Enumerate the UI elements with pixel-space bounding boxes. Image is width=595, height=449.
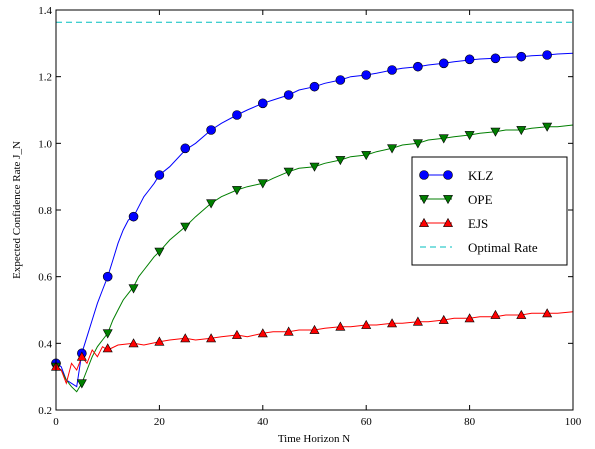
legend-marker-ejs [418,217,430,227]
data-point-ope [257,179,268,189]
data-point-klz [154,170,165,180]
y-axis-label: Expected Confidence Rate J_N [11,141,23,279]
data-point-ejs [412,316,423,326]
data-point-klz [232,110,242,120]
data-point-klz [335,75,346,85]
data-point-ejs [516,309,527,319]
data-point-klz [257,98,268,109]
data-point-ejs [309,324,320,334]
data-point-ejs [387,318,398,328]
legend-label-ejs: EJS [468,216,488,231]
legend-marker-klz [443,170,453,180]
data-point-ope [361,151,372,161]
data-point-ope [231,186,242,196]
data-point-ope [283,167,294,177]
data-point-ejs [361,319,372,329]
data-point-ope [309,162,320,172]
data-point-klz [542,50,552,60]
legend-label-optimal-rate: Optimal Rate [468,240,538,255]
data-point-ope [412,139,423,149]
legend-label-klz: KLZ [468,168,493,183]
data-point-klz [490,53,501,64]
legend-marker-ope [442,195,454,205]
data-point-ope [387,144,398,154]
data-point-ope [76,379,87,389]
legend-marker-ope [418,195,430,205]
data-point-klz [128,211,139,222]
x-tick-label: 100 [565,416,582,428]
data-point-ope [154,247,165,257]
y-tick-label: 0.2 [38,405,52,417]
legend-marker-ejs [442,217,454,227]
data-point-klz [438,58,449,69]
y-tick-label: 1.4 [38,5,52,17]
data-point-klz [283,90,294,100]
data-point-klz [206,125,216,135]
series-line-ejs [55,311,574,385]
data-point-ejs [335,321,346,331]
data-point-ejs [206,333,217,343]
data-point-klz [516,51,527,62]
data-point-ope [102,329,113,339]
legend: KLZ OPE EJS Optimal Rate [411,156,568,266]
series-layer [50,21,574,393]
data-point-ope [516,126,527,136]
data-point-ope [206,199,217,209]
series-ejs [50,308,574,385]
data-point-ope [128,284,139,294]
x-tick-label: 40 [257,416,269,428]
data-point-ejs [231,329,242,339]
legend-marker-klz [419,170,429,180]
y-tick-label: 0.8 [38,205,52,217]
data-point-ejs [128,338,139,348]
y-tick-label: 0.4 [38,338,52,350]
data-point-ope [490,127,501,137]
data-point-klz [309,81,320,92]
x-axis-label: Time Horizon N [278,433,350,445]
data-point-ejs [180,333,191,343]
data-point-klz [413,61,423,72]
data-point-ejs [542,308,553,318]
y-tick-label: 1.2 [38,72,52,84]
data-point-ope [542,122,553,132]
data-point-ejs [490,309,501,319]
data-point-ejs [464,313,475,323]
data-point-klz [102,271,113,282]
data-point-klz [387,65,397,75]
data-point-ejs [76,351,87,361]
data-point-ope [438,134,449,144]
ticks-layer: 0 20 40 60 80 100 0.2 0.4 0.6 0.8 1.0 1.2 1.4 [38,5,582,428]
data-point-klz [180,143,191,154]
y-tick-label: 0.6 [38,272,52,284]
x-tick-label: 60 [361,416,373,428]
x-tick-label: 0 [53,416,59,428]
data-point-ope [180,222,191,232]
x-tick-label: 80 [464,416,476,428]
data-point-klz [464,54,475,65]
series-ope [50,122,574,393]
legend-label-ope: OPE [468,192,493,207]
y-tick-label: 1.0 [38,138,52,150]
data-point-ejs [102,343,113,353]
data-point-ope [464,131,475,141]
data-point-ejs [283,326,294,336]
data-point-ejs [438,314,449,324]
x-tick-label: 20 [154,416,166,428]
data-point-ejs [154,336,165,346]
data-point-ope [335,156,346,166]
data-point-ejs [257,328,268,338]
data-point-klz [361,70,372,80]
